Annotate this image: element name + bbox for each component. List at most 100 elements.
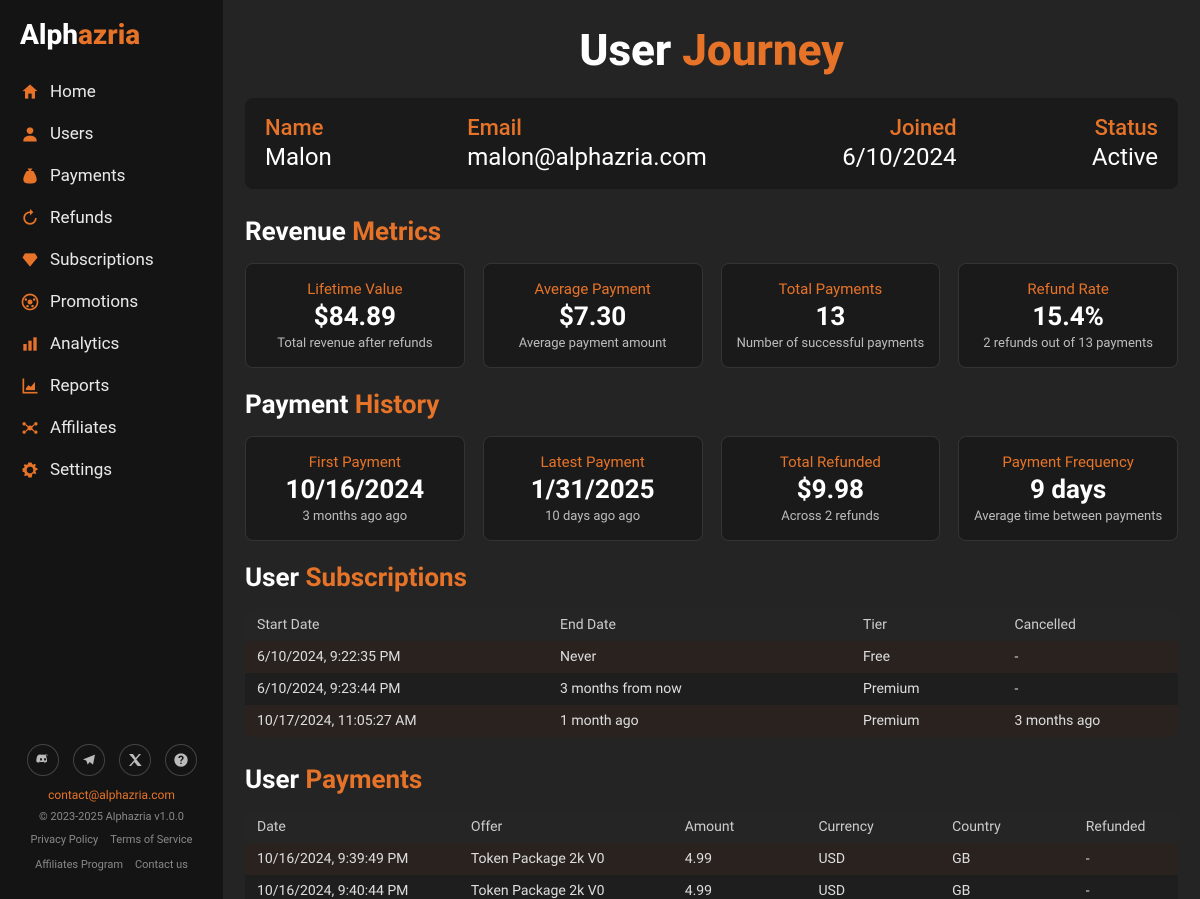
table-header-cell: Tier (863, 617, 1015, 633)
table-cell: USD (818, 883, 952, 899)
footer-link-contact[interactable]: Contact us (135, 858, 188, 871)
table-cell: Token Package 2k V0 (471, 883, 685, 899)
nav-label: Home (50, 82, 96, 102)
nav-label: Promotions (50, 292, 138, 312)
gear-icon (20, 459, 50, 481)
table-cell: Token Package 2k V0 (471, 851, 685, 867)
table-cell: 1 month ago (560, 713, 863, 729)
money-bag-icon (20, 165, 50, 187)
table-cell: Never (560, 649, 863, 665)
metric-title: Latest Payment (494, 453, 692, 471)
table-header: Start DateEnd DateTierCancelled (245, 609, 1178, 641)
table-cell: USD (818, 851, 952, 867)
table-header-cell: Cancelled (1015, 617, 1167, 633)
sidebar-item-home[interactable]: Home (0, 71, 223, 113)
logo: Alphazria (0, 18, 223, 71)
metric-title: Total Payments (732, 280, 930, 298)
copyright: © 2023-2025 Alphazria v1.0.0 (16, 810, 207, 823)
table-header-cell: Date (257, 819, 471, 835)
table-cell: 3 months from now (560, 681, 863, 697)
sidebar-item-affiliates[interactable]: Affiliates (0, 407, 223, 449)
table-header-cell: Amount (685, 819, 819, 835)
info-email: Email malon@alphazria.com (467, 116, 707, 171)
metric-title: Refund Rate (969, 280, 1167, 298)
discord-icon[interactable] (27, 744, 59, 776)
promotions-icon (20, 291, 50, 313)
metric-value: 10/16/2024 (256, 475, 454, 505)
sidebar-item-settings[interactable]: Settings (0, 449, 223, 491)
metric-card: Refund Rate15.4%2 refunds out of 13 paym… (958, 263, 1178, 368)
sidebar-item-users[interactable]: Users (0, 113, 223, 155)
footer-link-terms[interactable]: Terms of Service (110, 833, 192, 846)
table-cell: 10/17/2024, 11:05:27 AM (257, 713, 560, 729)
nav-label: Subscriptions (50, 250, 154, 270)
sidebar-item-reports[interactable]: Reports (0, 365, 223, 407)
table-row: 10/16/2024, 9:40:44 PMToken Package 2k V… (245, 875, 1178, 899)
sidebar: Alphazria Home Users Payments Refunds Su… (0, 0, 223, 899)
metric-card: Latest Payment1/31/202510 days ago ago (483, 436, 703, 541)
info-name: Name Malon (265, 116, 332, 171)
sidebar-item-refunds[interactable]: Refunds (0, 197, 223, 239)
main-content: User Journey Name Malon Email malon@alph… (223, 0, 1200, 899)
section-subscriptions-title: User Subscriptions (245, 563, 1178, 593)
table-cell: Free (863, 649, 1015, 665)
telegram-icon[interactable] (73, 744, 105, 776)
table-header-cell: Offer (471, 819, 685, 835)
table-row: 10/16/2024, 9:39:49 PMToken Package 2k V… (245, 843, 1178, 875)
metric-subtitle: Average time between payments (969, 509, 1167, 524)
nav-label: Reports (50, 376, 109, 396)
logo-part1: Alph (20, 18, 78, 51)
table-cell: 4.99 (685, 851, 819, 867)
payment-history-grid: First Payment10/16/20243 months ago agoL… (245, 436, 1178, 541)
sidebar-footer: contact@alphazria.com © 2023-2025 Alphaz… (0, 734, 223, 881)
x-icon[interactable] (119, 744, 151, 776)
sidebar-item-promotions[interactable]: Promotions (0, 281, 223, 323)
footer-link-affiliates[interactable]: Affiliates Program (35, 858, 123, 871)
social-row (16, 744, 207, 776)
footer-links: Privacy Policy Terms of Service Affiliat… (16, 833, 207, 871)
nav: Home Users Payments Refunds Subscription… (0, 71, 223, 734)
metric-card: Average Payment$7.30Average payment amou… (483, 263, 703, 368)
table-header-cell: Country (952, 819, 1086, 835)
table-cell: GB (952, 851, 1086, 867)
table-cell: - (1086, 851, 1166, 867)
metric-subtitle: 10 days ago ago (494, 509, 692, 524)
metric-card: Payment Frequency9 daysAverage time betw… (958, 436, 1178, 541)
metric-card: First Payment10/16/20243 months ago ago (245, 436, 465, 541)
metric-subtitle: Total revenue after refunds (256, 336, 454, 351)
metric-card: Total Payments13Number of successful pay… (721, 263, 941, 368)
nav-label: Affiliates (50, 418, 116, 438)
metric-value: $7.30 (494, 302, 692, 332)
table-cell: 6/10/2024, 9:23:44 PM (257, 681, 560, 697)
nav-label: Payments (50, 166, 125, 186)
metric-subtitle: Across 2 refunds (732, 509, 930, 524)
metric-title: Payment Frequency (969, 453, 1167, 471)
footer-link-privacy[interactable]: Privacy Policy (31, 833, 99, 846)
contact-email[interactable]: contact@alphazria.com (16, 788, 207, 802)
sidebar-item-payments[interactable]: Payments (0, 155, 223, 197)
metric-value: $9.98 (732, 475, 930, 505)
table-cell: 3 months ago (1015, 713, 1167, 729)
table-cell: - (1015, 649, 1167, 665)
help-icon[interactable] (165, 744, 197, 776)
home-icon (20, 81, 50, 103)
section-revenue-title: Revenue Metrics (245, 217, 1178, 247)
metric-subtitle: Number of successful payments (732, 336, 930, 351)
payments-table: DateOfferAmountCurrencyCountryRefunded 10… (245, 811, 1178, 899)
table-header-cell: Start Date (257, 617, 560, 633)
sidebar-item-analytics[interactable]: Analytics (0, 323, 223, 365)
chart-line-icon (20, 375, 50, 397)
section-payments-title: User Payments (245, 765, 1178, 795)
network-icon (20, 417, 50, 439)
diamond-icon (20, 249, 50, 271)
nav-label: Settings (50, 460, 112, 480)
metric-value: $84.89 (256, 302, 454, 332)
metric-subtitle: 2 refunds out of 13 payments (969, 336, 1167, 351)
table-header-cell: Refunded (1086, 819, 1166, 835)
nav-label: Users (50, 124, 93, 144)
sidebar-item-subscriptions[interactable]: Subscriptions (0, 239, 223, 281)
subscriptions-table: Start DateEnd DateTierCancelled 6/10/2024… (245, 609, 1178, 737)
table-header-cell: Currency (818, 819, 952, 835)
page-title: User Journey (245, 24, 1178, 76)
metric-title: Total Refunded (732, 453, 930, 471)
